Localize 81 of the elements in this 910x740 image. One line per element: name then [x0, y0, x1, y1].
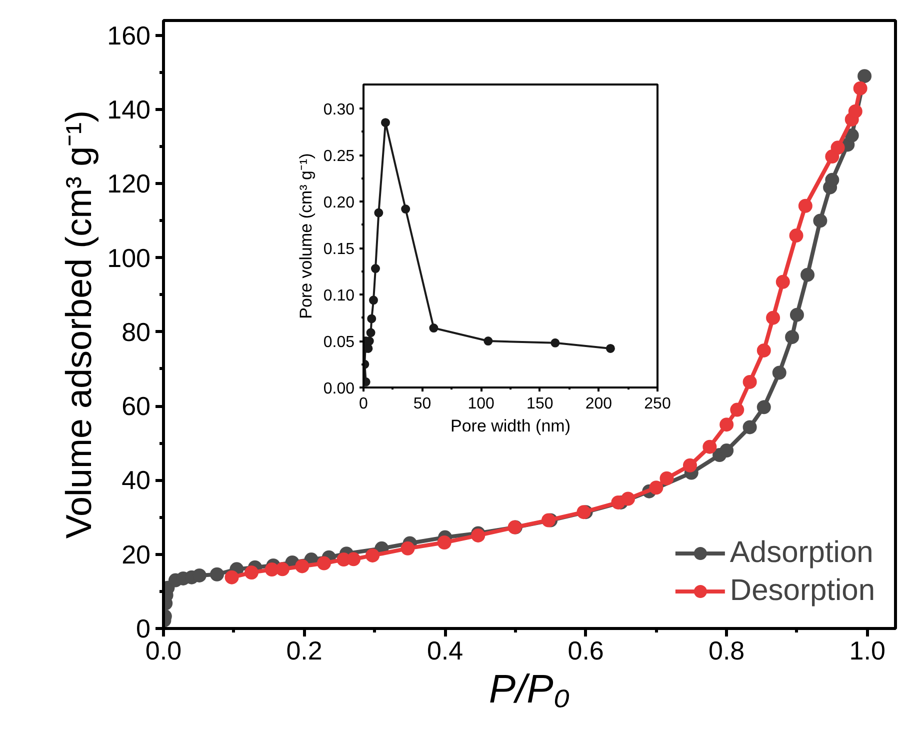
x-tick-label: 50	[413, 396, 432, 412]
y-tick-label: 20	[122, 539, 150, 570]
point	[550, 338, 560, 348]
y-tick-label: 80	[122, 316, 150, 347]
point	[800, 268, 815, 282]
legend-label: Desorption	[730, 574, 875, 608]
point	[789, 228, 804, 243]
point	[210, 567, 224, 582]
y-tick-label: 0.15	[323, 241, 355, 258]
point	[429, 324, 438, 333]
point	[830, 140, 845, 155]
point	[621, 492, 636, 506]
y-tick-label: 0.10	[323, 288, 355, 305]
point	[367, 314, 376, 324]
point	[720, 444, 734, 458]
point	[606, 344, 615, 353]
y-tick-label: 0.30	[323, 102, 355, 119]
point	[772, 366, 786, 380]
point	[756, 343, 771, 358]
y-tick-label: 0.20	[323, 194, 355, 212]
point	[756, 400, 771, 414]
point	[366, 548, 380, 562]
y-tick-label: 60	[122, 391, 150, 422]
point	[401, 204, 410, 214]
point	[316, 556, 331, 570]
point	[742, 374, 757, 389]
point	[660, 471, 674, 486]
y-tick-label: 140	[107, 94, 151, 124]
point	[844, 128, 859, 142]
y-tick-label: 160	[107, 20, 151, 50]
point	[813, 214, 828, 228]
point	[244, 566, 258, 580]
y-tick-label: 0.05	[323, 334, 355, 352]
point	[370, 264, 380, 274]
x-tick-label: 0	[359, 396, 368, 412]
point	[742, 420, 757, 434]
point	[437, 536, 452, 550]
y-tick-label: 120	[107, 168, 151, 199]
x-tick-label: 200	[585, 396, 612, 412]
point	[858, 69, 872, 84]
y-tick-label: 100	[107, 242, 151, 273]
point	[400, 541, 415, 556]
point	[380, 118, 390, 128]
point	[275, 562, 290, 576]
point	[848, 104, 862, 118]
point	[790, 308, 804, 322]
x-tick-label: 0.6	[568, 636, 604, 666]
x-tick-label: 150	[526, 396, 554, 412]
point	[224, 570, 239, 584]
x-tick-label: 0.8	[708, 636, 745, 666]
point	[484, 336, 493, 346]
x-tick-label: 100	[468, 396, 495, 412]
x-tick-label: 0.4	[426, 636, 464, 666]
point	[366, 328, 376, 338]
point	[730, 402, 744, 417]
y-tick-label: 0.25	[323, 148, 355, 166]
y-axis-title: Pore volume (cm³ g⁻¹)	[296, 153, 316, 319]
point	[825, 172, 840, 187]
legend-label: Adsorption	[730, 536, 874, 570]
point	[192, 568, 206, 582]
point	[682, 458, 697, 472]
point	[649, 480, 664, 495]
point	[720, 418, 734, 432]
point	[346, 552, 361, 566]
x-tick-label: 0.2	[286, 636, 322, 666]
y-tick-label: 0.00	[323, 380, 355, 398]
point	[853, 81, 868, 96]
point	[766, 310, 780, 325]
point	[776, 274, 790, 289]
point	[702, 440, 717, 454]
point	[295, 559, 310, 574]
x-axis-title: P/P₀	[488, 668, 570, 712]
y-axis-title: Volume adsorbed (cm³ g⁻¹)	[58, 110, 100, 539]
x-axis-title: Pore width (nm)	[450, 416, 570, 436]
point	[785, 330, 800, 344]
y-tick-label: 40	[122, 465, 150, 496]
point	[374, 208, 384, 218]
point	[368, 296, 378, 305]
x-tick-label: 250	[644, 396, 671, 412]
point	[798, 198, 812, 213]
x-tick-label: 1.0	[849, 636, 886, 666]
